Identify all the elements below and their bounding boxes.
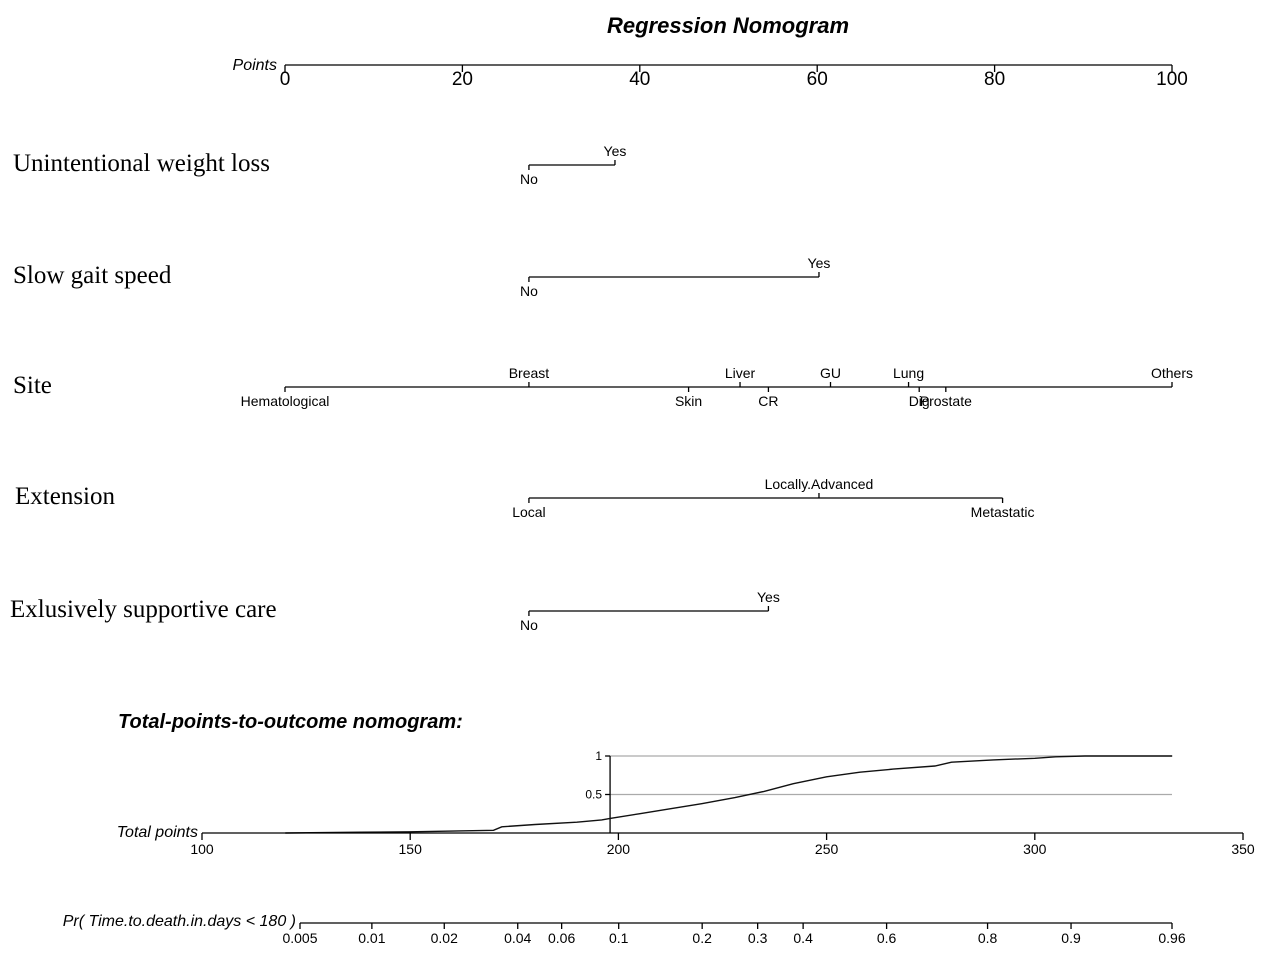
- level-label: Skin: [675, 393, 702, 409]
- probability-axis: Pr( Time.to.death.in.days < 180 ) 0.005 0…: [63, 913, 1186, 946]
- variable-name: Slow gait speed: [13, 262, 172, 289]
- probability-tick-label: 0.06: [548, 930, 575, 946]
- points-axis-label: Points: [233, 57, 277, 74]
- level-label: Others: [1151, 365, 1193, 381]
- probability-tick-label: 0.3: [748, 930, 768, 946]
- probability-curve-inset: 10.5: [285, 749, 1173, 834]
- points-axis-tick-label: 80: [984, 69, 1005, 90]
- level-label: Metastatic: [971, 504, 1035, 520]
- probability-tick-label: 0.01: [358, 930, 385, 946]
- points-axis: Points 0 20 40 60 80 100: [233, 57, 1188, 90]
- level-label: No: [520, 171, 538, 187]
- total-points-tick-label: 250: [815, 841, 839, 857]
- total-points-tick-label: 350: [1231, 841, 1255, 857]
- probability-tick-label: 0.02: [431, 930, 458, 946]
- level-label: Hematological: [241, 393, 330, 409]
- probability-axis-label: Pr( Time.to.death.in.days < 180 ): [63, 913, 296, 930]
- total-points-tick-label: 100: [190, 841, 214, 857]
- level-label: Prostate: [920, 393, 972, 409]
- level-label: Yes: [604, 143, 627, 159]
- outcome-section-title: Total-points-to-outcome nomogram:: [118, 711, 463, 733]
- level-label: Liver: [725, 365, 756, 381]
- variable-row: Unintentional weight loss No Yes: [13, 143, 626, 187]
- total-points-tick-label: 150: [399, 841, 423, 857]
- level-label: GU: [820, 365, 841, 381]
- variable-name: Exlusively supportive care: [10, 596, 277, 623]
- total-points-axis: Total points 100 150 200 250 300 350: [117, 824, 1255, 857]
- level-label: Locally.Advanced: [765, 476, 874, 492]
- variable-name: Extension: [15, 483, 115, 510]
- variable-row: Slow gait speed No Yes: [13, 255, 830, 299]
- level-label: Dig: [909, 393, 930, 409]
- variable-name: Site: [13, 372, 52, 399]
- probability-tick-label: 0.96: [1158, 930, 1185, 946]
- chart-title: Regression Nomogram: [607, 13, 849, 38]
- level-label: No: [520, 617, 538, 633]
- level-label: Lung: [893, 365, 924, 381]
- probability-curve: [285, 755, 1173, 834]
- probability-tick-label: 0.2: [692, 930, 712, 946]
- inset-y-tick-label: 0.5: [585, 788, 602, 802]
- probability-tick-label: 0.005: [282, 930, 317, 946]
- total-points-tick-label: 200: [607, 841, 631, 857]
- probability-tick-label: 0.8: [978, 930, 998, 946]
- level-label: Breast: [509, 365, 550, 381]
- level-label: Local: [512, 504, 545, 520]
- probability-tick-label: 0.04: [504, 930, 531, 946]
- points-axis-tick-label: 20: [452, 69, 473, 90]
- variable-name: Unintentional weight loss: [13, 150, 270, 177]
- points-axis-tick-label: 0: [280, 69, 291, 90]
- points-axis-tick-label: 60: [807, 69, 828, 90]
- level-label: CR: [758, 393, 778, 409]
- probability-tick-label: 0.4: [793, 930, 813, 946]
- level-label: No: [520, 283, 538, 299]
- probability-tick-label: 0.1: [609, 930, 629, 946]
- points-axis-tick-label: 40: [629, 69, 650, 90]
- variable-row: Extension Local Locally.Advanced Metastatic: [15, 476, 1034, 520]
- level-label: Yes: [757, 589, 780, 605]
- total-points-tick-label: 300: [1023, 841, 1047, 857]
- variable-row: Exlusively supportive care No Yes: [10, 589, 780, 633]
- probability-tick-label: 0.9: [1061, 930, 1081, 946]
- inset-y-tick-label: 1: [595, 749, 602, 763]
- points-axis-tick-label: 100: [1156, 69, 1188, 90]
- level-label: Yes: [808, 255, 831, 271]
- probability-tick-label: 0.6: [877, 930, 897, 946]
- total-points-axis-label: Total points: [117, 824, 198, 841]
